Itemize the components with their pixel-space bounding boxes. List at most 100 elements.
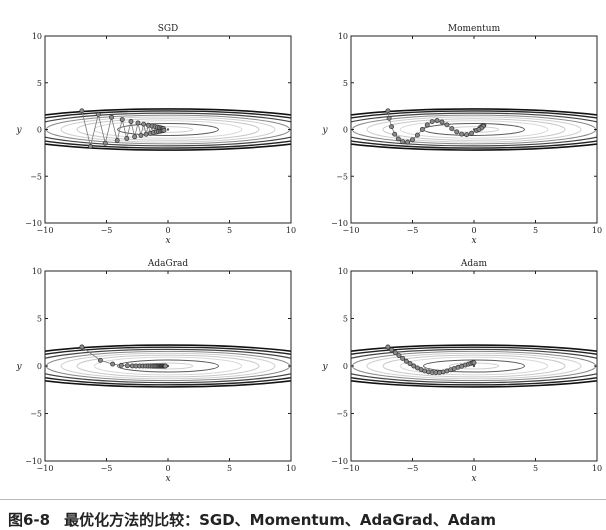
trajectory-point: [407, 361, 413, 367]
caption-rule: [0, 499, 606, 500]
x-tick-label: 5: [227, 226, 232, 235]
trajectory-point: [454, 129, 460, 135]
x-tick-label: −5: [407, 226, 419, 235]
trajectory-point: [97, 357, 103, 363]
contour-line: [382, 118, 566, 141]
chart-title: Momentum: [448, 24, 501, 34]
y-tick-label: 0: [343, 126, 348, 135]
contour-line: [351, 110, 597, 149]
y-tick-label: 5: [343, 315, 348, 324]
contour-line: [45, 112, 291, 147]
chart-title: SGD: [158, 24, 179, 34]
x-axis-label: x: [165, 474, 170, 484]
x-tick-label: 10: [286, 464, 296, 473]
y-tick-label: −10: [25, 457, 42, 466]
trajectory-point: [400, 139, 406, 145]
x-tick-label: −10: [37, 226, 54, 235]
x-tick-label: −10: [343, 226, 360, 235]
contour-line: [399, 120, 549, 139]
y-tick-label: 0: [343, 362, 348, 371]
trajectory-point: [88, 143, 93, 149]
trajectory-point: [429, 119, 435, 125]
chart-title: Adam: [460, 259, 488, 269]
x-tick-label: 10: [286, 226, 296, 235]
contour-line: [93, 356, 243, 376]
x-tick-label: 10: [592, 226, 602, 235]
trajectory-point: [141, 121, 147, 127]
trajectory-point: [386, 115, 392, 121]
contour-line: [366, 352, 582, 380]
trajectory-point: [389, 347, 395, 353]
contour-line: [45, 346, 291, 386]
x-axis-label: x: [471, 474, 476, 484]
contour-line: [448, 126, 500, 133]
minimum-point: [166, 128, 170, 131]
trajectory-point: [124, 363, 130, 369]
trajectory-point: [396, 353, 402, 358]
trajectory-point: [95, 111, 101, 117]
x-axis-label: x: [471, 236, 476, 246]
y-tick-label: −5: [30, 172, 42, 181]
contour-line: [117, 123, 219, 136]
trajectory-point: [392, 131, 398, 137]
contour-line: [351, 344, 597, 388]
contour-line: [117, 359, 219, 373]
contour-line: [423, 359, 525, 373]
trajectory-point: [400, 355, 406, 361]
trajectory-point: [138, 132, 144, 138]
trajectory-point: [143, 131, 149, 137]
y-tick-label: 5: [343, 79, 348, 88]
trajectory-point: [124, 136, 130, 141]
chart-panel-adam: −10 −5 0 5 10 10 5 0 −5 −10 Adam x y: [321, 259, 602, 484]
y-tick-label: −10: [331, 457, 348, 466]
x-axis-label: x: [165, 236, 170, 246]
contour-line: [366, 116, 582, 143]
contour-line: [76, 354, 260, 378]
x-tick-label: 5: [533, 464, 538, 473]
trajectory-point: [419, 127, 425, 132]
contour-line: [76, 118, 260, 141]
contour-line: [60, 116, 276, 143]
trajectory-point: [135, 120, 141, 126]
trajectory-point: [395, 136, 401, 142]
y-tick-label: −10: [331, 219, 348, 228]
trajectory-point: [444, 122, 450, 128]
trajectory-point: [449, 126, 455, 132]
x-tick-label: −10: [37, 464, 54, 473]
chart-title: AdaGrad: [147, 259, 188, 269]
trajectory-point: [464, 132, 470, 138]
trajectory-point: [405, 139, 411, 145]
y-axis-label: y: [321, 362, 328, 372]
y-axis-label: y: [15, 362, 22, 372]
trajectory-point: [162, 363, 168, 369]
trajectory-point: [119, 117, 125, 123]
contour-line: [45, 344, 291, 388]
y-tick-label: 0: [37, 362, 42, 371]
trajectory-point: [118, 362, 124, 368]
trajectory-point: [424, 122, 430, 128]
x-tick-label: −10: [343, 464, 360, 473]
y-tick-label: 0: [37, 126, 42, 135]
trajectory-point: [114, 138, 120, 143]
contour-line: [45, 110, 291, 149]
caption-number: 图6-8: [8, 511, 51, 529]
trajectory-point: [469, 130, 474, 136]
x-tick-label: 0: [471, 226, 476, 235]
y-tick-label: −5: [336, 172, 348, 181]
contour-line: [382, 354, 566, 378]
trajectory-point: [128, 119, 134, 124]
trajectory-point: [410, 137, 415, 143]
minimum-point: [472, 364, 476, 368]
chart-panel-adagrad: −10 −5 0 5 10 10 5 0 −5 −10 AdaGrad x y: [15, 259, 296, 484]
contour-line: [351, 346, 597, 386]
chart-panel-momentum: −10 −5 0 5 10 10 5 0 −5 −10 Momentum x y: [321, 24, 602, 246]
trajectory-point: [439, 119, 445, 125]
trajectory-point: [385, 344, 391, 350]
contour-lines: [351, 108, 597, 151]
trajectory-point: [161, 127, 167, 133]
contour-lines: [45, 108, 291, 151]
y-tick-label: 5: [37, 315, 42, 324]
y-axis-label: y: [321, 126, 328, 136]
contour-line: [351, 348, 597, 384]
